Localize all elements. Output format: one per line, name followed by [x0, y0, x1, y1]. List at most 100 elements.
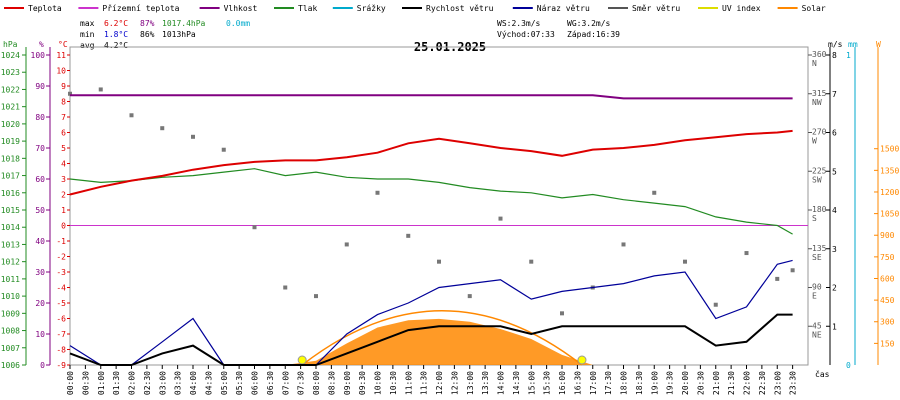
wind-dir-point — [191, 134, 195, 139]
hpa-tick-label: 1016 — [1, 189, 20, 198]
pct-tick-label: 10 — [35, 330, 45, 339]
ms-tick-label: 7 — [832, 90, 837, 99]
ws-value: WS:2.3m/s — [497, 19, 541, 28]
sun-arc — [301, 310, 583, 366]
time-tick-label: 10:30 — [389, 371, 398, 395]
degc-tick-label: 9 — [61, 82, 66, 91]
degc-tick-label: -8 — [56, 346, 66, 355]
dir-tick-name: SW — [812, 175, 822, 184]
time-tick-label: 15:00 — [527, 371, 536, 395]
w-tick-label: 600 — [880, 274, 895, 283]
hpa-tick-label: 1012 — [1, 258, 20, 267]
time-tick-label: 05:00 — [220, 371, 229, 395]
dir-tick-deg: 225 — [812, 166, 827, 175]
stats-min-label: min — [80, 30, 95, 39]
time-tick-label: 07:30 — [297, 371, 306, 395]
wind-speed-line — [69, 313, 793, 366]
degc-tick-label: 0 — [61, 222, 66, 231]
degc-tick-label: -2 — [56, 253, 66, 262]
stats-min-press: 1013hPa — [162, 30, 196, 39]
pct-tick-label: 30 — [35, 268, 45, 277]
temperature-line — [69, 129, 793, 196]
degc-tick-label: -7 — [56, 330, 66, 339]
hpa-tick-label: 1018 — [1, 154, 20, 163]
wind-dir-point — [252, 225, 257, 230]
dir-tick-name: W — [812, 137, 817, 146]
ms-tick-label: 1 — [832, 322, 837, 331]
axis-unit-pct: % — [39, 40, 44, 49]
mm-tick-label: 0 — [846, 361, 851, 370]
time-tick-label: 09:00 — [343, 371, 352, 395]
legend-item: Rychlost větru — [426, 4, 494, 13]
hpa-tick-label: 1008 — [1, 327, 20, 336]
time-tick-label: 23:30 — [789, 371, 798, 395]
hpa-tick-label: 1007 — [1, 344, 20, 353]
dir-tick-name: N — [812, 59, 817, 68]
w-tick-label: 450 — [880, 296, 895, 305]
time-tick-label: 17:30 — [604, 371, 613, 395]
wind-dir-point — [744, 251, 749, 256]
degc-tick-label: -9 — [56, 361, 66, 370]
time-tick-label: 18:30 — [635, 371, 644, 395]
time-tick-label: 02:30 — [143, 371, 152, 395]
dir-tick-deg: 270 — [812, 128, 827, 137]
legend-item: Srážky — [357, 4, 386, 13]
wind-dir-point — [98, 87, 103, 92]
legend-item: Přízemní teplota — [102, 4, 179, 13]
wind-dir-point — [713, 302, 718, 307]
axis-xlabel: čas — [815, 369, 830, 379]
time-tick-label: 22:00 — [743, 371, 752, 395]
time-tick-label: 09:30 — [358, 371, 367, 395]
wind-dir-point — [314, 294, 318, 299]
legend-item: Náraz větru — [537, 4, 590, 13]
time-tick-label: 02:00 — [128, 371, 137, 395]
wind-dir-point — [160, 126, 165, 131]
time-tick-label: 19:00 — [650, 371, 659, 395]
time-tick-label: 16:30 — [573, 371, 582, 395]
time-tick-label: 20:00 — [681, 371, 690, 395]
time-tick-label: 13:00 — [466, 371, 475, 395]
stats-min-hum: 86% — [140, 30, 155, 39]
time-tick-label: 18:00 — [620, 371, 629, 395]
time-tick-label: 12:30 — [450, 371, 459, 395]
time-axis: 00:00 00:30 01:00 01:30 02:00 02:30 03:00 03:30… — [66, 365, 798, 395]
ms-tick-label: 8 — [832, 51, 837, 60]
time-tick-label: 04:30 — [204, 371, 213, 395]
time-tick-label: 14:30 — [512, 371, 521, 395]
degc-tick-label: -6 — [56, 315, 66, 324]
legend-item: Teplota — [28, 4, 62, 13]
stats-avg-label: avg — [80, 41, 95, 50]
wind-dir-point — [467, 294, 472, 299]
stats-block: max 6.2°C 87% 1017.4hPa 0.0mm min 1.8°C … — [80, 19, 250, 50]
degc-tick-label: 5 — [61, 144, 66, 153]
time-tick-label: 11:00 — [404, 371, 413, 395]
wind-dir-point — [560, 311, 564, 316]
degc-tick-label: 8 — [61, 98, 66, 107]
time-tick-label: 03:30 — [174, 371, 183, 395]
degc-tick-label: -3 — [56, 268, 66, 277]
degc-tick-label: 4 — [61, 160, 66, 169]
w-tick-label: 1200 — [880, 188, 899, 197]
hpa-tick-label: 1020 — [1, 120, 20, 129]
hpa-tick-label: 1024 — [1, 51, 20, 60]
degc-tick-label: 1 — [61, 206, 66, 215]
axis-unit-hpa: hPa — [3, 40, 18, 49]
hpa-tick-label: 1011 — [1, 275, 20, 284]
time-tick-label: 16:00 — [558, 371, 567, 395]
dir-tick-deg: 360 — [812, 50, 827, 59]
stats-max-press: 1017.4hPa — [162, 19, 206, 28]
dir-tick-name: NW — [812, 98, 822, 107]
hpa-tick-label: 1010 — [1, 292, 20, 301]
dir-tick-deg: 90 — [812, 283, 822, 292]
ms-tick-label: 2 — [832, 284, 837, 293]
degc-tick-label: 7 — [61, 113, 66, 122]
dir-tick-name: E — [812, 292, 817, 301]
dir-tick-deg: 45 — [812, 321, 822, 330]
pct-tick-label: 50 — [35, 206, 45, 215]
time-tick-label: 13:30 — [481, 371, 490, 395]
legend-item: Vlhkost — [224, 4, 258, 13]
ms-tick-label: 3 — [832, 245, 837, 254]
degc-tick-label: 10 — [56, 67, 66, 76]
sunset-time: Západ:16:39 — [567, 30, 620, 39]
